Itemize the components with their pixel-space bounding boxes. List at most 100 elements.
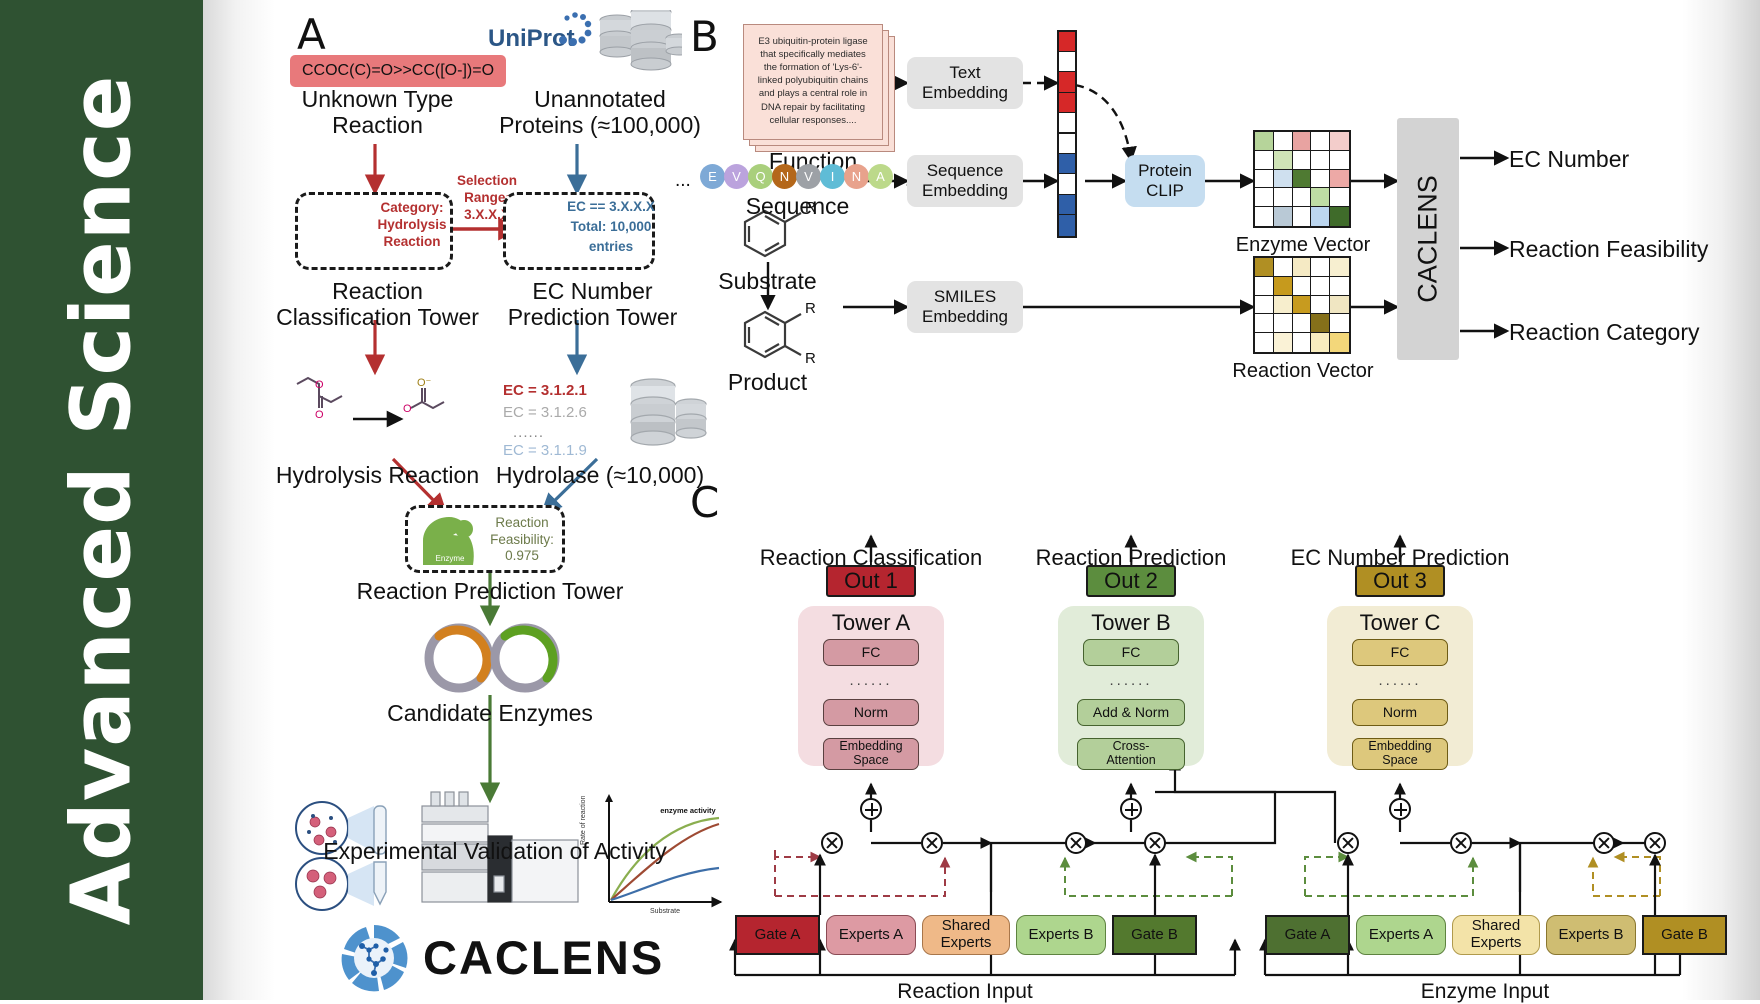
tower-c-block-ellipsis: ...... [1378, 672, 1422, 689]
moe-left-experts-a: Experts A [826, 915, 916, 955]
journal-sidebar: Advanced Science [0, 0, 203, 1000]
moe-right-shared-experts: Shared Experts [1452, 915, 1540, 955]
tower-c-block-norm: Norm [1352, 699, 1448, 726]
ec-box-line3: entries [588, 239, 634, 254]
panel-c-letter: C [690, 478, 720, 527]
tower-c-title: Tower C [1359, 610, 1441, 635]
page-gutter-shadow [203, 0, 275, 1000]
journal-name: Advanced Science [54, 74, 149, 926]
moe-left-gate-b: Gate B [1112, 915, 1197, 955]
smiles-string-chip: CCOC(C)=O>>CC([O-])=O [290, 55, 507, 87]
experimental-validation-label: Experimental Validation of Activity [323, 838, 667, 864]
enzyme-vector-label: Enzyme Vector [1235, 234, 1371, 256]
panel-b-letter: B [690, 12, 719, 61]
tower-b-block-add-norm: Add & Norm [1077, 699, 1185, 726]
ec-number-prediction-box [503, 192, 655, 270]
caclens-logo-icon [341, 925, 408, 992]
ec-box-line2: Total: 10,000 [570, 219, 652, 234]
svg-text:O: O [315, 409, 324, 421]
moe-left-shared-experts: Shared Experts [922, 915, 1010, 955]
multiply-node-right-2 [1450, 832, 1472, 854]
text-embedding-box: Text Embedding [907, 57, 1023, 109]
aa-bead-0: E [700, 164, 725, 189]
tower-a-block-fc: FC [823, 639, 919, 666]
tower-a-block-ellipsis: ...... [849, 672, 893, 689]
hydrolase-database-icon [630, 378, 707, 446]
reaction-feasibility-value: 0.975 [505, 548, 539, 563]
unknown-reaction-label: Unknown Type Reaction [301, 86, 454, 139]
smiles-embedding-box: SMILES Embedding [907, 281, 1023, 333]
reaction-classification-tower-label: Reaction Classification Tower [276, 278, 479, 331]
caclens-module-bar: CACLENS [1397, 118, 1459, 360]
output-reaction-category: Reaction Category [1509, 319, 1700, 345]
panel-a-letter: A [297, 10, 326, 59]
ec-list-item-1: EC = 3.1.2.6 [503, 404, 587, 421]
activity-chart-xlabel: Substrate [650, 908, 680, 915]
moe-right-gate-b: Gate B [1642, 915, 1727, 955]
add-node-left-b [1120, 798, 1142, 820]
tower-a-block-norm: Norm [823, 699, 919, 726]
moe-left-gate-a: Gate A [735, 915, 820, 955]
tower-b-output: Out 2 [1086, 565, 1176, 597]
enzyme-chip-icon: Enzyme [423, 517, 474, 565]
ec-list-item-0: EC = 3.1.2.1 [503, 382, 587, 399]
uniprot-logo: UniProt [488, 25, 575, 52]
multiply-node-left-3 [1065, 832, 1087, 854]
tower-c-block-fc: FC [1352, 639, 1448, 666]
add-node-left-a [860, 798, 882, 820]
tower-c-block-embedding-space: Embedding Space [1352, 738, 1448, 770]
text-embedding-vector-strip [1057, 30, 1077, 136]
multiply-node-right-1 [1337, 832, 1359, 854]
moe-left-experts-b: Experts B [1016, 915, 1106, 955]
sequence-label: Sequence [745, 193, 850, 219]
add-node-right-a [1389, 798, 1411, 820]
category-text: Category: Hydrolysis Reaction [377, 200, 447, 249]
moe-right-experts-b: Experts B [1546, 915, 1636, 955]
multiply-node-right-4 [1644, 832, 1666, 854]
svg-text:R: R [805, 300, 816, 317]
multiply-node-left-2 [921, 832, 943, 854]
ec-number-prediction-tower-label: EC Number Prediction Tower [507, 278, 678, 331]
function-card: E3 ubiquitin-protein ligase that specifi… [743, 24, 883, 140]
reaction-prediction-tower-label: Reaction Prediction Tower [356, 578, 624, 604]
reaction-feasibility-label: Reaction Feasibility: [490, 515, 554, 547]
tower-a-output: Out 1 [826, 565, 916, 597]
tower-b-block-ellipsis: ...... [1109, 672, 1153, 689]
svg-text:O⁻: O⁻ [417, 377, 432, 389]
aa-bead-5: I [820, 164, 845, 189]
tower-b-title: Tower B [1091, 610, 1171, 635]
unannotated-proteins-label: Unannotated Proteins (≈100,000) [499, 86, 701, 139]
function-card-text: E3 ubiquitin-protein ligase that specifi… [757, 36, 869, 126]
hydrolase-label: Hydrolase (≈10,000) [495, 462, 705, 488]
svg-text:O: O [315, 379, 324, 391]
aa-bead-6: N [844, 164, 869, 189]
tower-b-block-cross-attention: Cross- Attention [1077, 738, 1185, 770]
tower-a-block-embedding-space: Embedding Space [823, 738, 919, 770]
output-ec-number: EC Number [1509, 146, 1630, 172]
svg-text:Enzyme: Enzyme [436, 554, 465, 563]
protein-clip-box: Protein CLIP [1125, 155, 1205, 207]
uniprot-dots-and-databases [559, 10, 682, 71]
reaction-classification-box [295, 192, 453, 270]
aa-bead-1: V [724, 164, 749, 189]
aa-bead-2: Q [748, 164, 773, 189]
ec-list-item-2: ...... [513, 424, 545, 441]
moe-right-gate-a: Gate A [1265, 915, 1350, 955]
multiply-node-left-4 [1144, 832, 1166, 854]
caclens-module-label: CACLENS [1412, 175, 1443, 303]
aa-bead-7: A [868, 164, 893, 189]
aa-bead-4: V [796, 164, 821, 189]
sequence-ellipsis-left: ... [675, 170, 691, 191]
substrate-label: Substrate [718, 268, 817, 294]
multiply-node-left-1 [821, 832, 843, 854]
hydrolysis-reaction-label: Hydrolysis Reaction [275, 462, 480, 488]
ec-box-line1: EC == 3.X.X.X [567, 199, 655, 214]
reaction-vector-matrix [1253, 256, 1351, 354]
tower-b-block-fc: FC [1083, 639, 1179, 666]
multiply-node-right-3 [1593, 832, 1615, 854]
candidate-enzymes-label: Candidate Enzymes [387, 700, 593, 726]
output-reaction-feasibility: Reaction Feasibility [1509, 236, 1709, 262]
figure-canvas: O O O⁻ O [275, 0, 1727, 1003]
enzyme-input-label: Enzyme Input [1420, 980, 1550, 1003]
moe-right-experts-a: Experts A [1356, 915, 1446, 955]
